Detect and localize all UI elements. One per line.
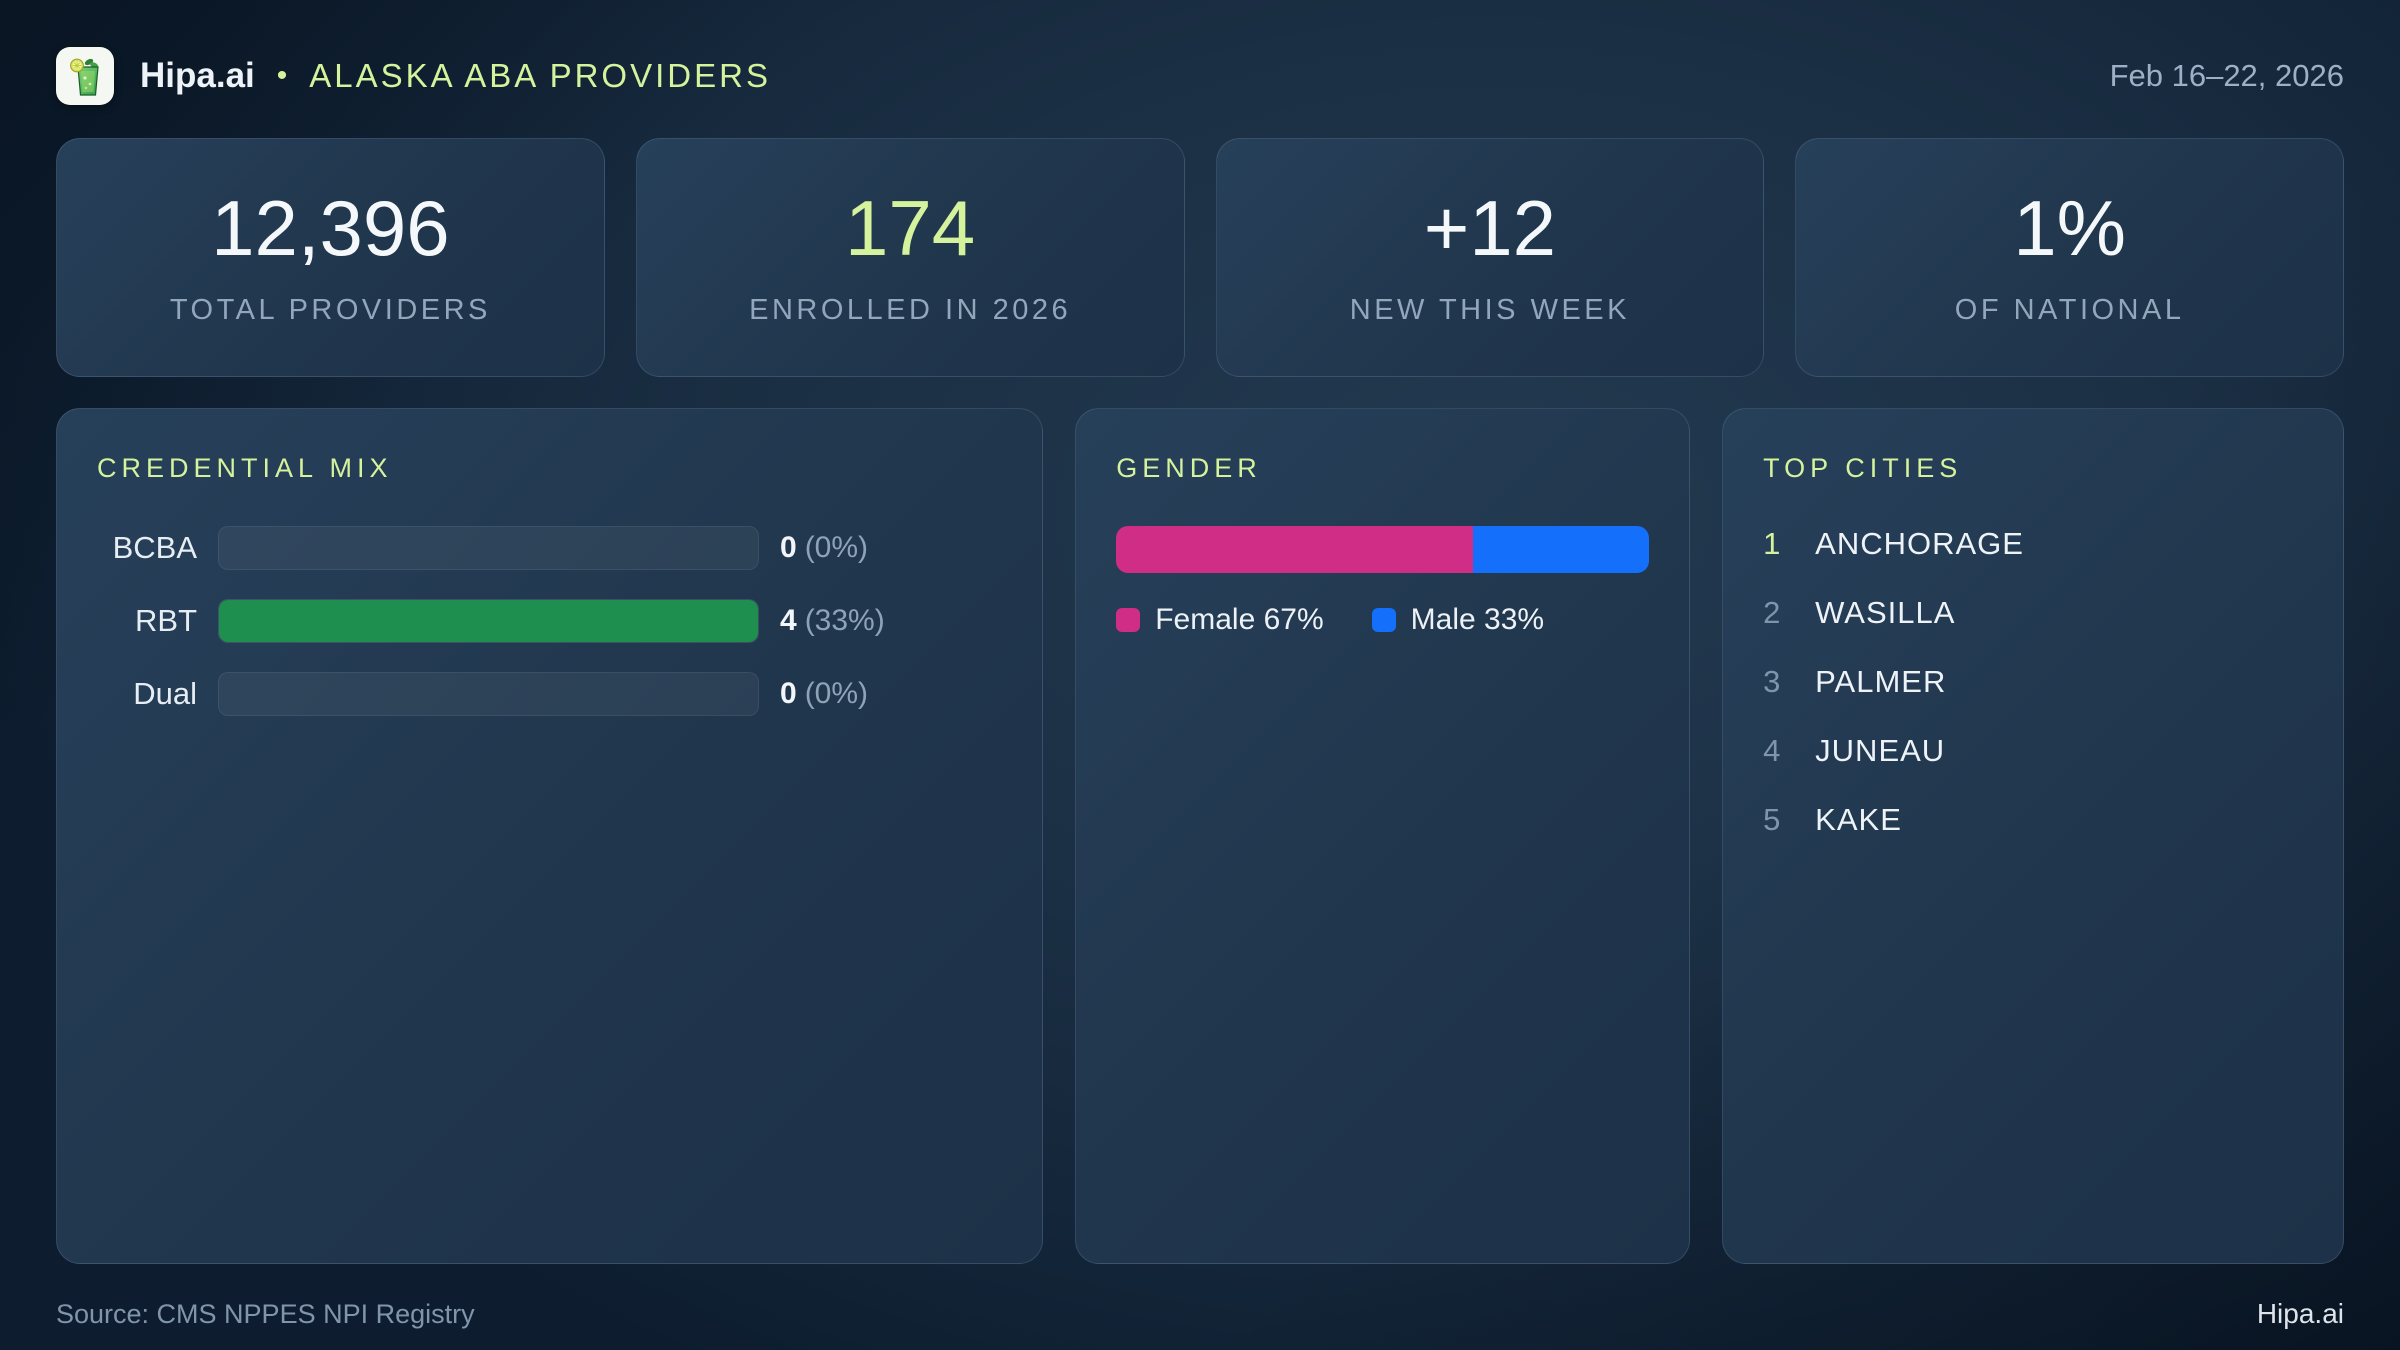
credential-row-bcba: BCBA 0 (0%) [97,526,1002,570]
gender-female-segment [1116,526,1474,573]
page-title: ALASKA ABA PROVIDERS [309,57,771,94]
city-row: 1 ANCHORAGE [1763,526,2303,562]
city-row: 2 WASILLA [1763,595,2303,631]
stat-card-total-providers: 12,396 TOTAL PROVIDERS [56,138,605,377]
credential-bar-track [218,599,759,643]
credential-value: 0 (0%) [780,531,1002,565]
footer: Source: CMS NPPES NPI Registry Hipa.ai [56,1298,2344,1330]
gender-title: GENDER [1116,453,1262,483]
stat-value: 174 [845,183,976,272]
credential-mix-title: CREDENTIAL MIX [97,453,393,483]
city-rank: 2 [1763,595,1781,630]
stat-label: NEW THIS WEEK [1349,293,1630,326]
stat-value: +12 [1423,183,1557,272]
brand-name: Hipa.ai [140,56,255,95]
credential-bar-track [218,526,759,570]
mojito-glass-icon [56,47,114,105]
legend-label: Male 33% [1410,603,1545,636]
header: Hipa.ai • ALASKA ABA PROVIDERS Feb 16–22… [56,44,2344,108]
stat-card-new-this-week: +12 NEW THIS WEEK [1215,138,1765,377]
header-separator-dot: • [276,59,288,92]
brand-group: Hipa.ai • ALASKA ABA PROVIDERS [56,47,771,105]
date-range: Feb 16–22, 2026 [2109,58,2344,93]
stat-label: OF NATIONAL [1954,293,2185,326]
credential-pct: (0%) [804,531,869,564]
legend-label: Female 67% [1155,603,1324,636]
credential-pct: (33%) [804,604,885,637]
gender-legend: Female 67% Male 33% [1116,603,1649,637]
city-row: 3 PALMER [1763,664,2303,700]
top-cities-panel: TOP CITIES 1 ANCHORAGE 2 WASILLA 3 PALME… [1722,408,2344,1264]
credential-pct: (0%) [804,677,869,710]
gender-male-segment [1473,526,1650,573]
footer-brand: Hipa.ai [2256,1298,2344,1329]
city-row: 4 JUNEAU [1763,733,2303,769]
mojito-glass-graphic [70,58,99,96]
stat-label: ENROLLED IN 2026 [749,293,1072,326]
city-name: ANCHORAGE [1815,526,2024,561]
city-name: KAKE [1815,802,1902,837]
credential-value: 0 (0%) [780,677,1002,711]
credential-bar-track [218,672,759,716]
male-swatch-icon [1371,608,1396,632]
credential-label: Dual [133,676,197,711]
credential-row-dual: Dual 0 (0%) [97,672,1002,716]
city-rank: 3 [1763,664,1781,699]
top-cities-title: TOP CITIES [1763,453,1963,483]
credential-count: 4 [780,604,797,637]
city-rank: 5 [1763,802,1781,837]
credential-mix-panel: CREDENTIAL MIX BCBA 0 (0%) RBT 4 (33%) Dua… [56,408,1044,1264]
footer-source: Source: CMS NPPES NPI Registry [56,1298,475,1329]
credential-count: 0 [780,677,797,710]
credential-value: 4 (33%) [780,604,1002,638]
female-swatch-icon [1116,608,1141,632]
legend-item-female: Female 67% [1116,603,1324,637]
legend-item-male: Male 33% [1371,603,1545,637]
credential-count: 0 [780,531,797,564]
stat-card-enrolled: 174 ENROLLED IN 2026 [635,138,1185,377]
credential-label: BCBA [112,530,197,565]
city-name: PALMER [1815,664,1947,699]
city-row: 5 KAKE [1763,802,2303,838]
stats-row: 12,396 TOTAL PROVIDERS 174 ENROLLED IN 2… [56,138,2344,377]
stat-value: 1% [2013,183,2126,272]
stat-value: 12,396 [211,183,450,272]
city-name: WASILLA [1815,595,1956,630]
gender-panel: GENDER Female 67% Male 33% [1075,408,1691,1264]
city-name: JUNEAU [1815,733,1946,768]
stat-card-of-national: 1% OF NATIONAL [1795,138,2344,377]
city-rank: 1 [1763,526,1781,561]
panels-row: CREDENTIAL MIX BCBA 0 (0%) RBT 4 (33%) Dua… [56,408,2344,1264]
credential-label: RBT [135,603,197,638]
city-rank: 4 [1763,733,1781,768]
stat-label: TOTAL PROVIDERS [169,293,491,326]
credential-row-rbt: RBT 4 (33%) [97,599,1002,643]
credential-bar-fill [219,600,758,642]
gender-split-bar [1116,526,1650,573]
